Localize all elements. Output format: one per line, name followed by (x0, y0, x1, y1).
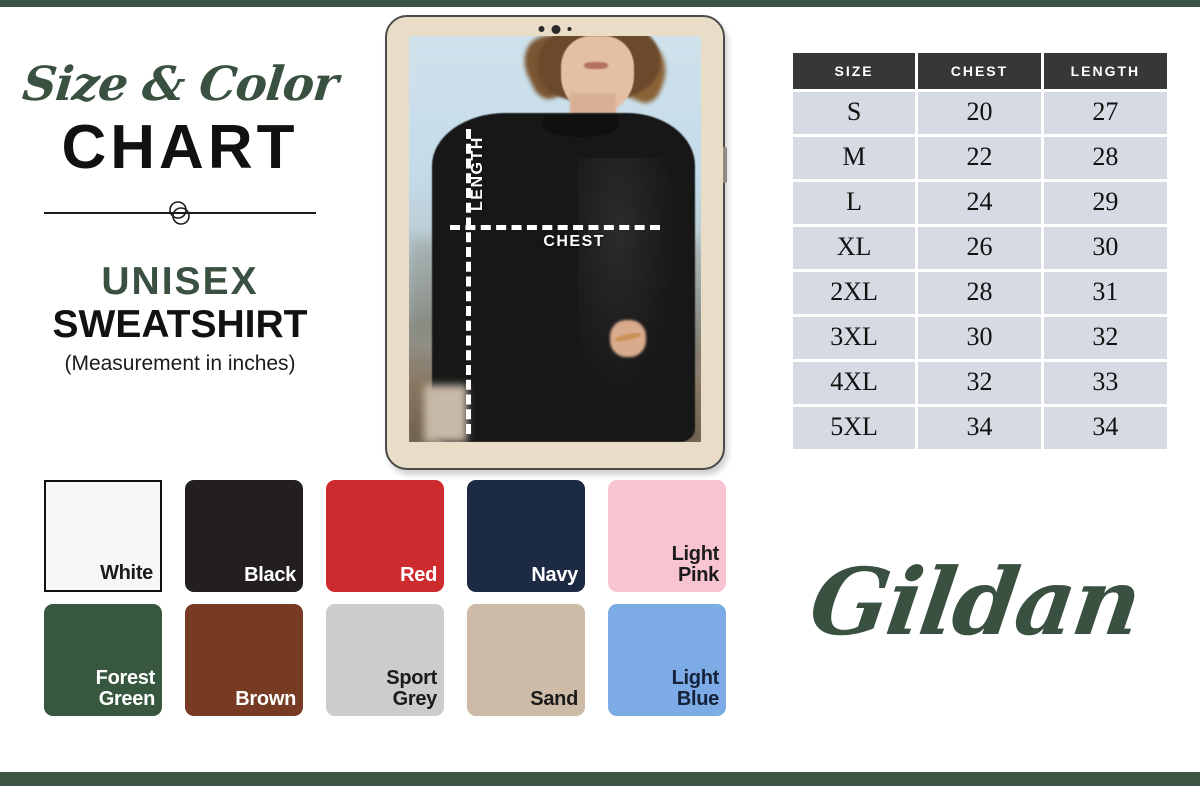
interlocking-circles-icon (163, 200, 197, 231)
column-header-length: LENGTH (1043, 53, 1167, 89)
cell-length: 34 (1043, 407, 1167, 449)
column-header-size: SIZE (793, 53, 916, 89)
cell-length: 29 (1043, 182, 1167, 224)
cell-length: 33 (1043, 362, 1167, 404)
cell-size: 4XL (793, 362, 916, 404)
cell-chest: 24 (918, 182, 1041, 224)
color-swatch-label: White (100, 561, 153, 584)
garment-photo: CHEST LENGTH (409, 36, 701, 442)
table-row: M 22 28 (793, 137, 1167, 179)
cell-length: 30 (1043, 227, 1167, 269)
color-swatch-label: Red (400, 563, 437, 586)
chest-guide-label: CHEST (543, 232, 606, 250)
cell-size: 5XL (793, 407, 916, 449)
column-header-chest: CHEST (918, 53, 1041, 89)
table-row: XL 26 30 (793, 227, 1167, 269)
garment-name-label: SWEATSHIRT (52, 303, 308, 347)
cell-size: L (793, 182, 916, 224)
color-swatch-black[interactable]: Black (185, 480, 303, 592)
cell-length: 32 (1043, 317, 1167, 359)
page-title-script: Size & Color (19, 57, 341, 112)
color-swatch-light-pink[interactable]: Light Pink (608, 480, 726, 592)
cell-size: M (793, 137, 916, 179)
heading-block: Size & Color CHART UNISEX SWEATSHIRT (Me… (0, 57, 360, 376)
color-swatch-label: Sport Grey (386, 666, 437, 710)
color-swatch-grid: White Black Red Navy Light Pink Forest Green Bro… (44, 480, 726, 716)
color-swatch-label: Light Pink (671, 542, 720, 586)
measurement-note: (Measurement in inches) (64, 352, 296, 376)
table-row: 4XL 32 33 (793, 362, 1167, 404)
color-swatch-label: Sand (530, 687, 578, 710)
power-button-icon (723, 147, 727, 183)
garment-type-label: UNISEX (101, 260, 259, 304)
cell-size: 2XL (793, 272, 916, 314)
size-chart-table: SIZE CHEST LENGTH S 20 27 M 22 28 L 24 29 XL 26 30 2… (790, 50, 1170, 452)
cell-chest: 30 (918, 317, 1041, 359)
table-row: L 24 29 (793, 182, 1167, 224)
color-swatch-sport-grey[interactable]: Sport Grey (326, 604, 444, 716)
cell-size: 3XL (793, 317, 916, 359)
table-row: S 20 27 (793, 92, 1167, 134)
color-swatch-label: Brown (235, 687, 296, 710)
bottom-border-bar (0, 772, 1200, 786)
chest-measure-guide (449, 224, 661, 230)
color-swatch-label: Black (244, 563, 296, 586)
length-measure-guide (465, 129, 471, 434)
divider (44, 192, 316, 232)
cell-size: XL (793, 227, 916, 269)
color-swatch-red[interactable]: Red (326, 480, 444, 592)
cell-chest: 32 (918, 362, 1041, 404)
table-row: 5XL 34 34 (793, 407, 1167, 449)
page-title-main: CHART (61, 113, 299, 183)
divider-line (44, 212, 316, 215)
length-guide-label: LENGTH (468, 135, 486, 211)
cell-chest: 34 (918, 407, 1041, 449)
tablet-device-mockup: CHEST LENGTH (385, 15, 727, 470)
table-header-row: SIZE CHEST LENGTH (793, 53, 1167, 89)
cell-chest: 20 (918, 92, 1041, 134)
color-swatch-light-blue[interactable]: Light Blue (608, 604, 726, 716)
color-swatch-navy[interactable]: Navy (467, 480, 585, 592)
cell-length: 28 (1043, 137, 1167, 179)
brand-logo: Gildan (803, 548, 1147, 656)
color-swatch-white[interactable]: White (44, 480, 162, 592)
top-border-bar (0, 0, 1200, 7)
cell-chest: 26 (918, 227, 1041, 269)
color-swatch-forest-green[interactable]: Forest Green (44, 604, 162, 716)
color-swatch-label: Forest Green (95, 666, 156, 710)
cell-length: 27 (1043, 92, 1167, 134)
camera-dots-icon (538, 24, 572, 34)
table-row: 2XL 28 31 (793, 272, 1167, 314)
color-swatch-sand[interactable]: Sand (467, 604, 585, 716)
color-swatch-label: Light Blue (671, 666, 720, 710)
table-row: 3XL 30 32 (793, 317, 1167, 359)
cell-size: S (793, 92, 916, 134)
cell-chest: 22 (918, 137, 1041, 179)
color-swatch-label: Navy (531, 563, 578, 586)
cell-length: 31 (1043, 272, 1167, 314)
color-swatch-brown[interactable]: Brown (185, 604, 303, 716)
cell-chest: 28 (918, 272, 1041, 314)
